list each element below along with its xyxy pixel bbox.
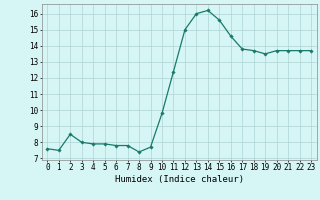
X-axis label: Humidex (Indice chaleur): Humidex (Indice chaleur) — [115, 175, 244, 184]
